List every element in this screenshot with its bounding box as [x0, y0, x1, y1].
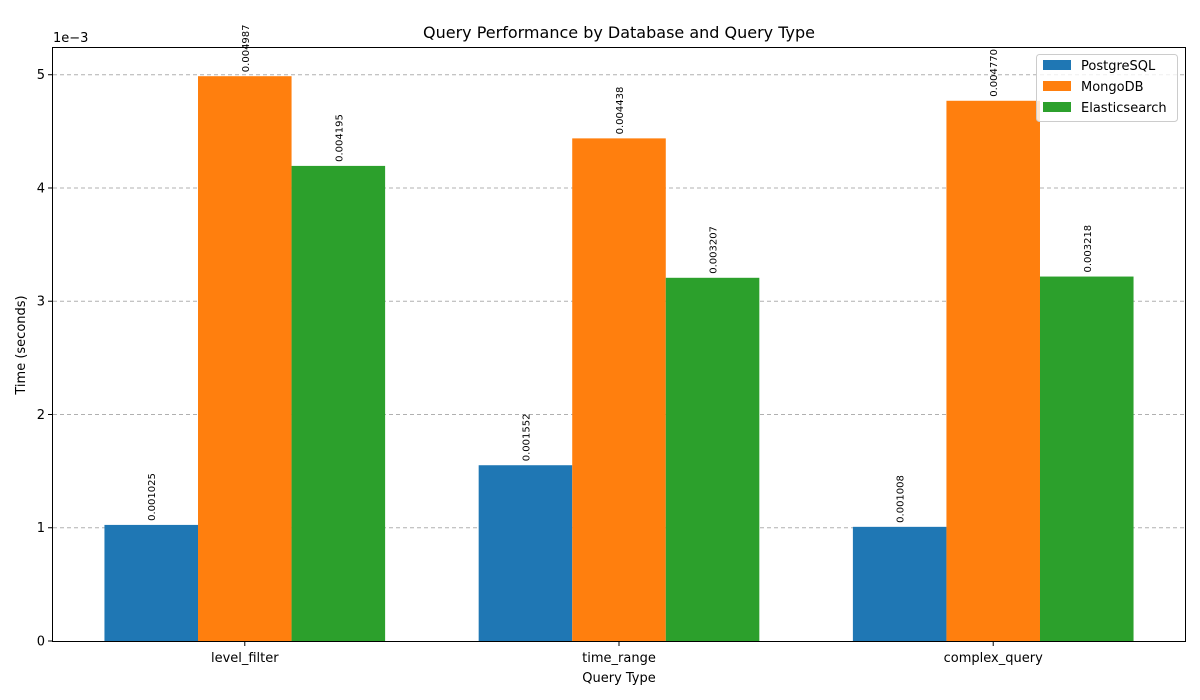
bar: [478, 465, 573, 641]
data-label: 0.004770: [989, 49, 1000, 97]
x-axis-ticks: level_filter time_range complex_query: [211, 641, 1043, 666]
data-label: 0.001025: [147, 473, 158, 521]
y-tick-label: 2: [37, 408, 45, 423]
x-tick-label: complex_query: [944, 651, 1043, 666]
chart-title: Query Performance by Database and Query …: [423, 23, 815, 42]
x-tick-label: level_filter: [211, 651, 279, 666]
legend-entry: Elasticsearch: [1081, 101, 1167, 116]
bar: [291, 165, 386, 641]
legend-swatch: [1043, 60, 1071, 70]
bar: [852, 526, 947, 641]
y-axis-ticks: 0 1 2 3 4 5: [37, 68, 53, 650]
data-label: 0.004195: [334, 114, 345, 162]
data-label: 0.001008: [896, 475, 907, 523]
x-tick-label: time_range: [582, 651, 656, 666]
data-label: 0.004987: [241, 24, 252, 72]
bar: [665, 277, 760, 641]
y-axis-label: Time (seconds): [14, 295, 29, 395]
bar: [946, 100, 1040, 641]
data-label: 0.003218: [1083, 225, 1094, 273]
y-tick-label: 3: [37, 295, 45, 310]
bar: [104, 524, 199, 641]
legend-entry: MongoDB: [1081, 80, 1144, 95]
x-axis-label: Query Type: [582, 671, 656, 686]
y-tick-label: 5: [37, 68, 45, 83]
legend-frame: [1036, 54, 1178, 122]
y-offset-text: 1e−3: [53, 31, 88, 46]
legend-swatch: [1043, 81, 1071, 91]
y-tick-label: 1: [37, 521, 45, 536]
data-label: 0.003207: [709, 226, 720, 274]
y-tick-label: 0: [37, 635, 45, 650]
legend-entry: PostgreSQL: [1081, 59, 1156, 74]
data-label: 0.001552: [521, 414, 532, 462]
legend: PostgreSQL MongoDB Elasticsearch: [1036, 54, 1178, 122]
bar: [572, 138, 666, 641]
bar: [1039, 276, 1134, 641]
bar: [198, 76, 292, 642]
data-labels: 0.001025 0.001552 0.001008 0.004987 0.004438…: [147, 24, 1094, 522]
legend-swatch: [1043, 102, 1071, 112]
y-tick-label: 4: [37, 181, 45, 196]
bars: [104, 76, 1134, 642]
data-label: 0.004438: [615, 87, 626, 135]
